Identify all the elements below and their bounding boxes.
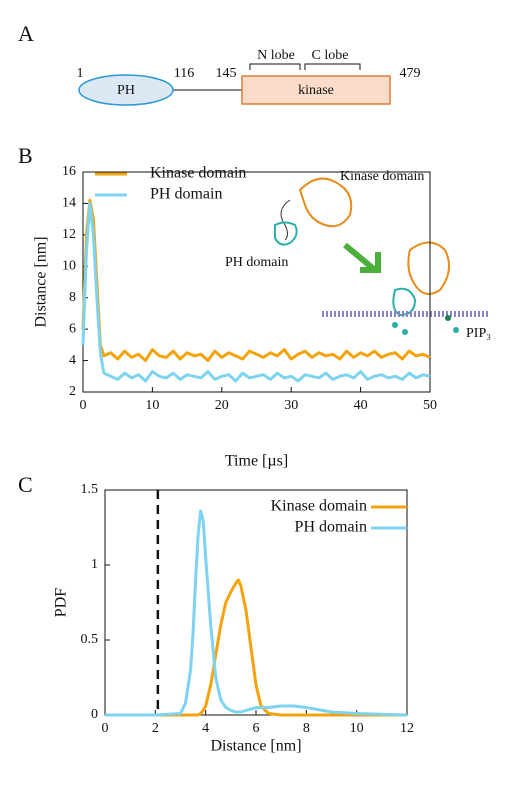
ph-domain-box [78, 74, 174, 106]
legend-label: PH domain [150, 186, 222, 203]
x-tick-label: 4 [202, 721, 209, 736]
position-label: 479 [400, 66, 421, 81]
y-tick-label: 4 [69, 353, 76, 368]
y-tick-label: 6 [69, 321, 76, 336]
x-axis-label: Time [µs] [225, 453, 288, 470]
y-tick-label: 0.5 [81, 632, 99, 647]
y-tick-label: 2 [69, 384, 76, 399]
panel-label: B [18, 143, 33, 168]
y-tick-label: 12 [62, 227, 76, 242]
x-tick-label: 6 [253, 721, 260, 736]
y-tick-label: 14 [62, 196, 76, 211]
lobe-bracket [249, 63, 361, 70]
domain-label: PH [117, 83, 135, 98]
annotation: Kinase domain [340, 169, 424, 184]
y-tick-label: 1.5 [81, 482, 99, 497]
data-line [81, 201, 431, 383]
annotation: PIP₃ [466, 326, 491, 341]
x-tick-label: 30 [284, 398, 298, 413]
x-tick-label: 50 [423, 398, 437, 413]
x-tick-label: 8 [303, 721, 310, 736]
x-tick-label: 10 [350, 721, 364, 736]
panel-label: A [18, 21, 34, 46]
legend-label: PH domain [295, 519, 367, 536]
x-tick-label: 2 [152, 721, 159, 736]
lobe-label: N lobe [257, 48, 295, 63]
x-tick-label: 0 [102, 721, 109, 736]
y-tick-label: 10 [62, 259, 76, 274]
structure-illustration [274, 177, 488, 335]
x-tick-label: 0 [80, 398, 87, 413]
legend-label: Kinase domain [150, 165, 246, 182]
y-tick-label: 1 [91, 557, 98, 572]
data-line [105, 578, 407, 717]
x-axis-label: Distance [nm] [210, 738, 301, 755]
y-tick-label: 8 [69, 290, 76, 305]
panel-label: C [18, 472, 33, 497]
x-tick-label: 20 [215, 398, 229, 413]
x-tick-label: 40 [354, 398, 368, 413]
legend-label: Kinase domain [271, 498, 367, 515]
y-axis-label: Distance [nm] [33, 236, 50, 327]
y-tick-label: 16 [62, 164, 76, 179]
position-label: 145 [216, 66, 237, 81]
x-tick-label: 10 [145, 398, 159, 413]
data-line [81, 198, 431, 363]
annotation: PH domain [225, 255, 288, 270]
plot-frame [82, 171, 431, 393]
position-label: 116 [174, 66, 194, 81]
lobe-label: C lobe [312, 48, 349, 63]
data-line [105, 509, 408, 717]
y-axis-label: PDF [53, 588, 70, 617]
y-tick-label: 0 [91, 707, 98, 722]
position-label: 1 [77, 66, 84, 81]
kinase-domain-box [241, 75, 391, 105]
x-tick-label: 12 [400, 721, 414, 736]
domain-label: kinase [298, 83, 334, 98]
